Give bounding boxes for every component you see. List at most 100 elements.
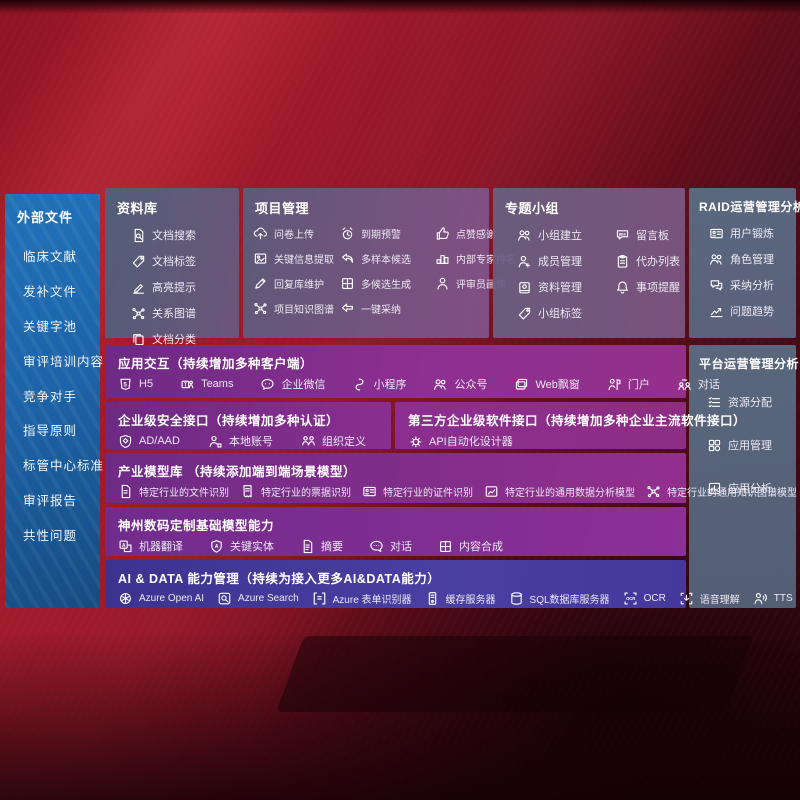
feature-item: 内部专家排名: [435, 251, 516, 266]
feature-item: AD/AAD: [118, 434, 180, 449]
group-left-column: 小组建立 成员管理 资料管理 小组标签: [517, 227, 615, 321]
third-party-interface-band: 第三方企业级软件接口（持续增加多种企业主流软件接口） API自动化设计器: [395, 402, 747, 449]
band-title: 应用交互（持续增加多种客户端）: [118, 357, 314, 371]
feature-item: 关键信息提取: [253, 251, 335, 266]
trend-icon: [709, 304, 724, 319]
people-icon: [517, 228, 532, 243]
sidebar-item: 竞争对手: [23, 389, 78, 404]
app-chart-icon: [707, 481, 722, 496]
people-icon: [709, 252, 724, 267]
feature-item: 缓存服务器: [425, 591, 496, 606]
sidebar-item: 审评报告: [23, 494, 78, 509]
alarm-icon: [340, 226, 355, 241]
band-title: AI & DATA 能力管理（持续为接入更多AI&DATA能力）: [118, 572, 441, 586]
background-bottom-fade: [0, 630, 800, 800]
bell-icon: [615, 280, 630, 295]
repository-panel: 资料库 文档搜索 文档标签 高亮提示 关系图谱 文档分类: [105, 188, 239, 346]
feature-item: 文档分类: [131, 331, 239, 347]
feature-item: 问卷上传: [253, 226, 335, 241]
feature-item: 关系图谱: [131, 305, 239, 321]
feature-item: T Teams: [180, 377, 233, 392]
svg-text:T: T: [184, 382, 188, 388]
panel-title: 平台运营管理分析: [699, 357, 800, 371]
feature-item: 公众号: [433, 376, 487, 392]
feature-item: 项目知识图谱: [253, 301, 335, 316]
person-icon: [435, 276, 450, 291]
feature-item: 资料管理: [517, 279, 615, 295]
feature-item: Azure Search: [217, 591, 299, 606]
platform-list: 资源分配 应用管理 应用分析: [689, 378, 796, 496]
feature-item: 应用管理: [707, 437, 796, 453]
sidebar-item: 标管中心标准: [23, 459, 105, 474]
band-title: 神州数码定制基础模型能力: [118, 519, 275, 533]
feature-item: 成员管理: [517, 253, 615, 269]
web-popup-icon: [514, 377, 529, 392]
puzzle-icon: [340, 276, 355, 291]
feature-item: 语音理解: [679, 591, 740, 606]
bbs-icon: BBS: [615, 228, 630, 243]
sidebar-item: 关键字池: [23, 319, 78, 334]
feature-item: 资源分配: [707, 394, 796, 410]
third-party-items: API自动化设计器: [395, 433, 686, 449]
translate-icon: A: [118, 539, 133, 554]
panel-title: 项目管理: [255, 201, 310, 216]
teams-icon: T: [180, 377, 195, 392]
svg-text:OCR: OCR: [626, 596, 635, 601]
person-add-icon: [517, 254, 532, 269]
feature-item: 回复库维护: [253, 276, 335, 291]
pencil-icon: [253, 276, 268, 291]
dialog-icon: [677, 377, 692, 392]
feature-item: 小程序: [352, 376, 406, 392]
feature-item: 对话: [677, 376, 720, 392]
reply-icon: [340, 251, 355, 266]
sidebar-item: 共性问题: [23, 529, 78, 543]
podium-icon: [435, 251, 450, 266]
sidebar-item: 临床文献: [23, 250, 78, 264]
band-title: 产业模型库 （持续添加端到端场景模型）: [118, 465, 356, 479]
feature-item: 多样本候选: [340, 251, 430, 266]
tag-icon: [131, 254, 146, 269]
ai-data-band: AI & DATA 能力管理（持续为接入更多AI&DATA能力） Azure O…: [105, 560, 793, 608]
feature-item: 企业微信: [260, 376, 325, 392]
band-title: 第三方企业级软件接口（持续增加多种企业主流软件接口）: [408, 414, 747, 428]
industry-items: 特定行业的文件识别 特定行业的票据识别 特定行业的证件识别 特定行业的通用数据分析模型…: [105, 484, 797, 499]
h5-icon: 5: [118, 377, 133, 392]
feature-item: 文档标签: [131, 253, 239, 269]
feature-item: 组织定义: [301, 433, 366, 449]
sidebar-item: 发补文件: [23, 284, 78, 299]
raid-list: 用户锻炼 角色管理 采纳分析 问题趋势: [689, 221, 796, 319]
doc-search-icon: [131, 228, 146, 243]
raid-analysis-panel: RAID运营管理分析 用户锻炼 角色管理 采纳分析 问题趋势: [689, 188, 800, 338]
group-columns: 小组建立 成员管理 资料管理 小组标签 BBS 留言板 代办列表 事项提醒: [493, 223, 685, 321]
org-icon: [301, 434, 316, 449]
feature-item: 点赞感谢: [435, 226, 516, 241]
album-icon: [517, 280, 532, 295]
list-icon: [707, 395, 722, 410]
feature-item: A 机器翻译: [118, 538, 183, 554]
sql-icon: [509, 591, 524, 606]
app-interaction-band: 应用交互（持续增加多种客户端） 5 H5 T Teams 企业微信 小程序 公众号 Web飘窗…: [105, 345, 720, 398]
feature-item: Web飘窗: [514, 376, 580, 392]
feature-item: 对话: [369, 538, 412, 554]
feature-item: 高亮提示: [131, 279, 239, 295]
group-right-column: BBS 留言板 代办列表 事项提醒: [615, 227, 680, 321]
feature-item: Azure Open AI: [118, 591, 204, 606]
panel-title: 资料库: [117, 201, 158, 216]
feature-item: 事项提醒: [615, 279, 680, 295]
azure-search-icon: [217, 591, 232, 606]
wechat-icon: [260, 377, 275, 392]
graph-icon: [646, 484, 661, 499]
ocr-icon: OCR: [623, 591, 638, 606]
feature-item: BBS 留言板: [615, 227, 680, 243]
feature-item: 特定行业的票据识别: [240, 484, 351, 499]
feature-item: 问题趋势: [709, 303, 796, 319]
person-badge-icon: [208, 434, 223, 449]
ai-data-items: Azure Open AI Azure Search Azure 表单识别器 缓存服务…: [105, 591, 793, 606]
form-icon: [312, 591, 327, 606]
chat-icon: [369, 539, 384, 554]
feature-item: 摘要: [300, 538, 343, 554]
feature-item: 小组建立: [517, 227, 615, 243]
external-files-panel: 外部文件 临床文献 发补文件 关键字池 审评培训内容 竞争对手 指导原则 标管中心标准 审评报…: [5, 194, 105, 608]
base-model-band: 神州数码定制基础模型能力 A 机器翻译 A 关键实体 摘要 对话 内容合成: [105, 507, 686, 556]
